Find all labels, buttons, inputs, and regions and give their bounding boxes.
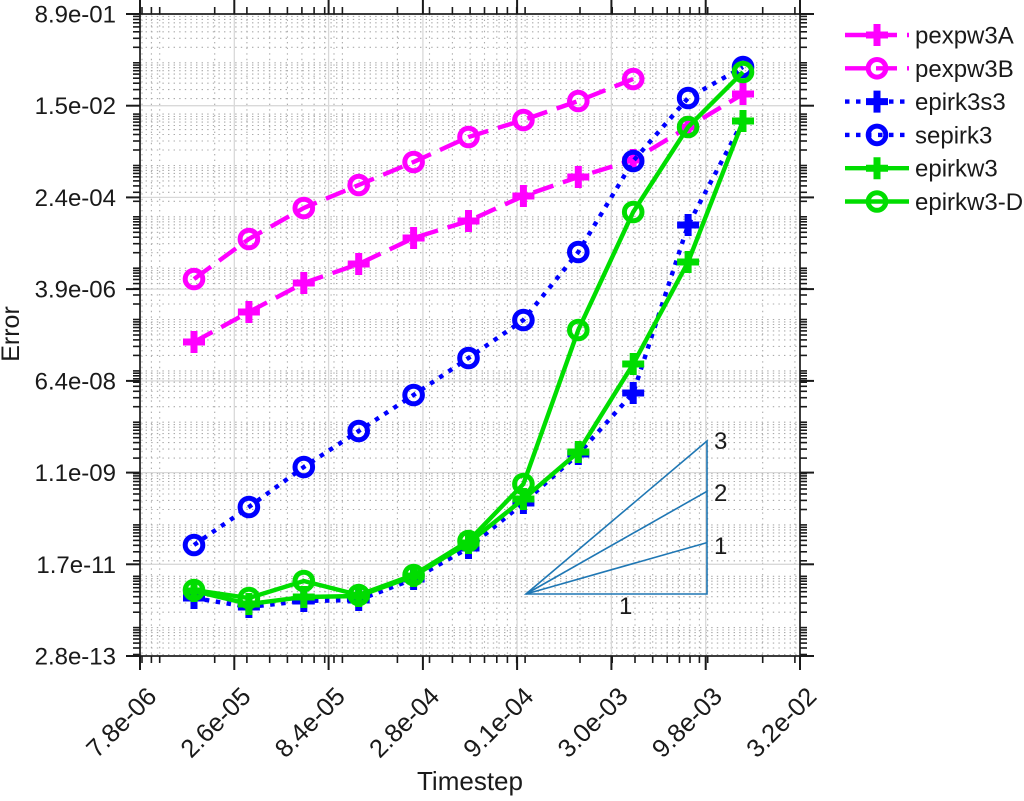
svg-text:pexpw3B: pexpw3B [915, 56, 1014, 83]
svg-text:3: 3 [714, 428, 727, 455]
svg-text:3.9e-06: 3.9e-06 [35, 277, 116, 304]
svg-text:sepirk3: sepirk3 [915, 122, 992, 149]
svg-text:8.9e-01: 8.9e-01 [35, 2, 116, 29]
svg-text:pexpw3A: pexpw3A [915, 23, 1014, 50]
svg-text:epirk3s3: epirk3s3 [915, 89, 1006, 116]
svg-text:6.4e-08: 6.4e-08 [35, 368, 116, 395]
svg-text:1: 1 [619, 593, 632, 620]
svg-text:1.5e-02: 1.5e-02 [35, 93, 116, 120]
svg-text:Error: Error [0, 306, 25, 362]
svg-text:Timestep: Timestep [417, 766, 523, 796]
svg-text:2.8e-13: 2.8e-13 [35, 644, 116, 671]
svg-text:1: 1 [714, 533, 727, 560]
svg-text:1.7e-11: 1.7e-11 [36, 552, 116, 579]
svg-text:2: 2 [714, 480, 727, 507]
svg-text:1.1e-09: 1.1e-09 [35, 460, 116, 487]
svg-text:epirkw3: epirkw3 [915, 156, 998, 183]
svg-text:epirkw3-D: epirkw3-D [915, 189, 1023, 216]
svg-text:2.4e-04: 2.4e-04 [35, 185, 116, 212]
